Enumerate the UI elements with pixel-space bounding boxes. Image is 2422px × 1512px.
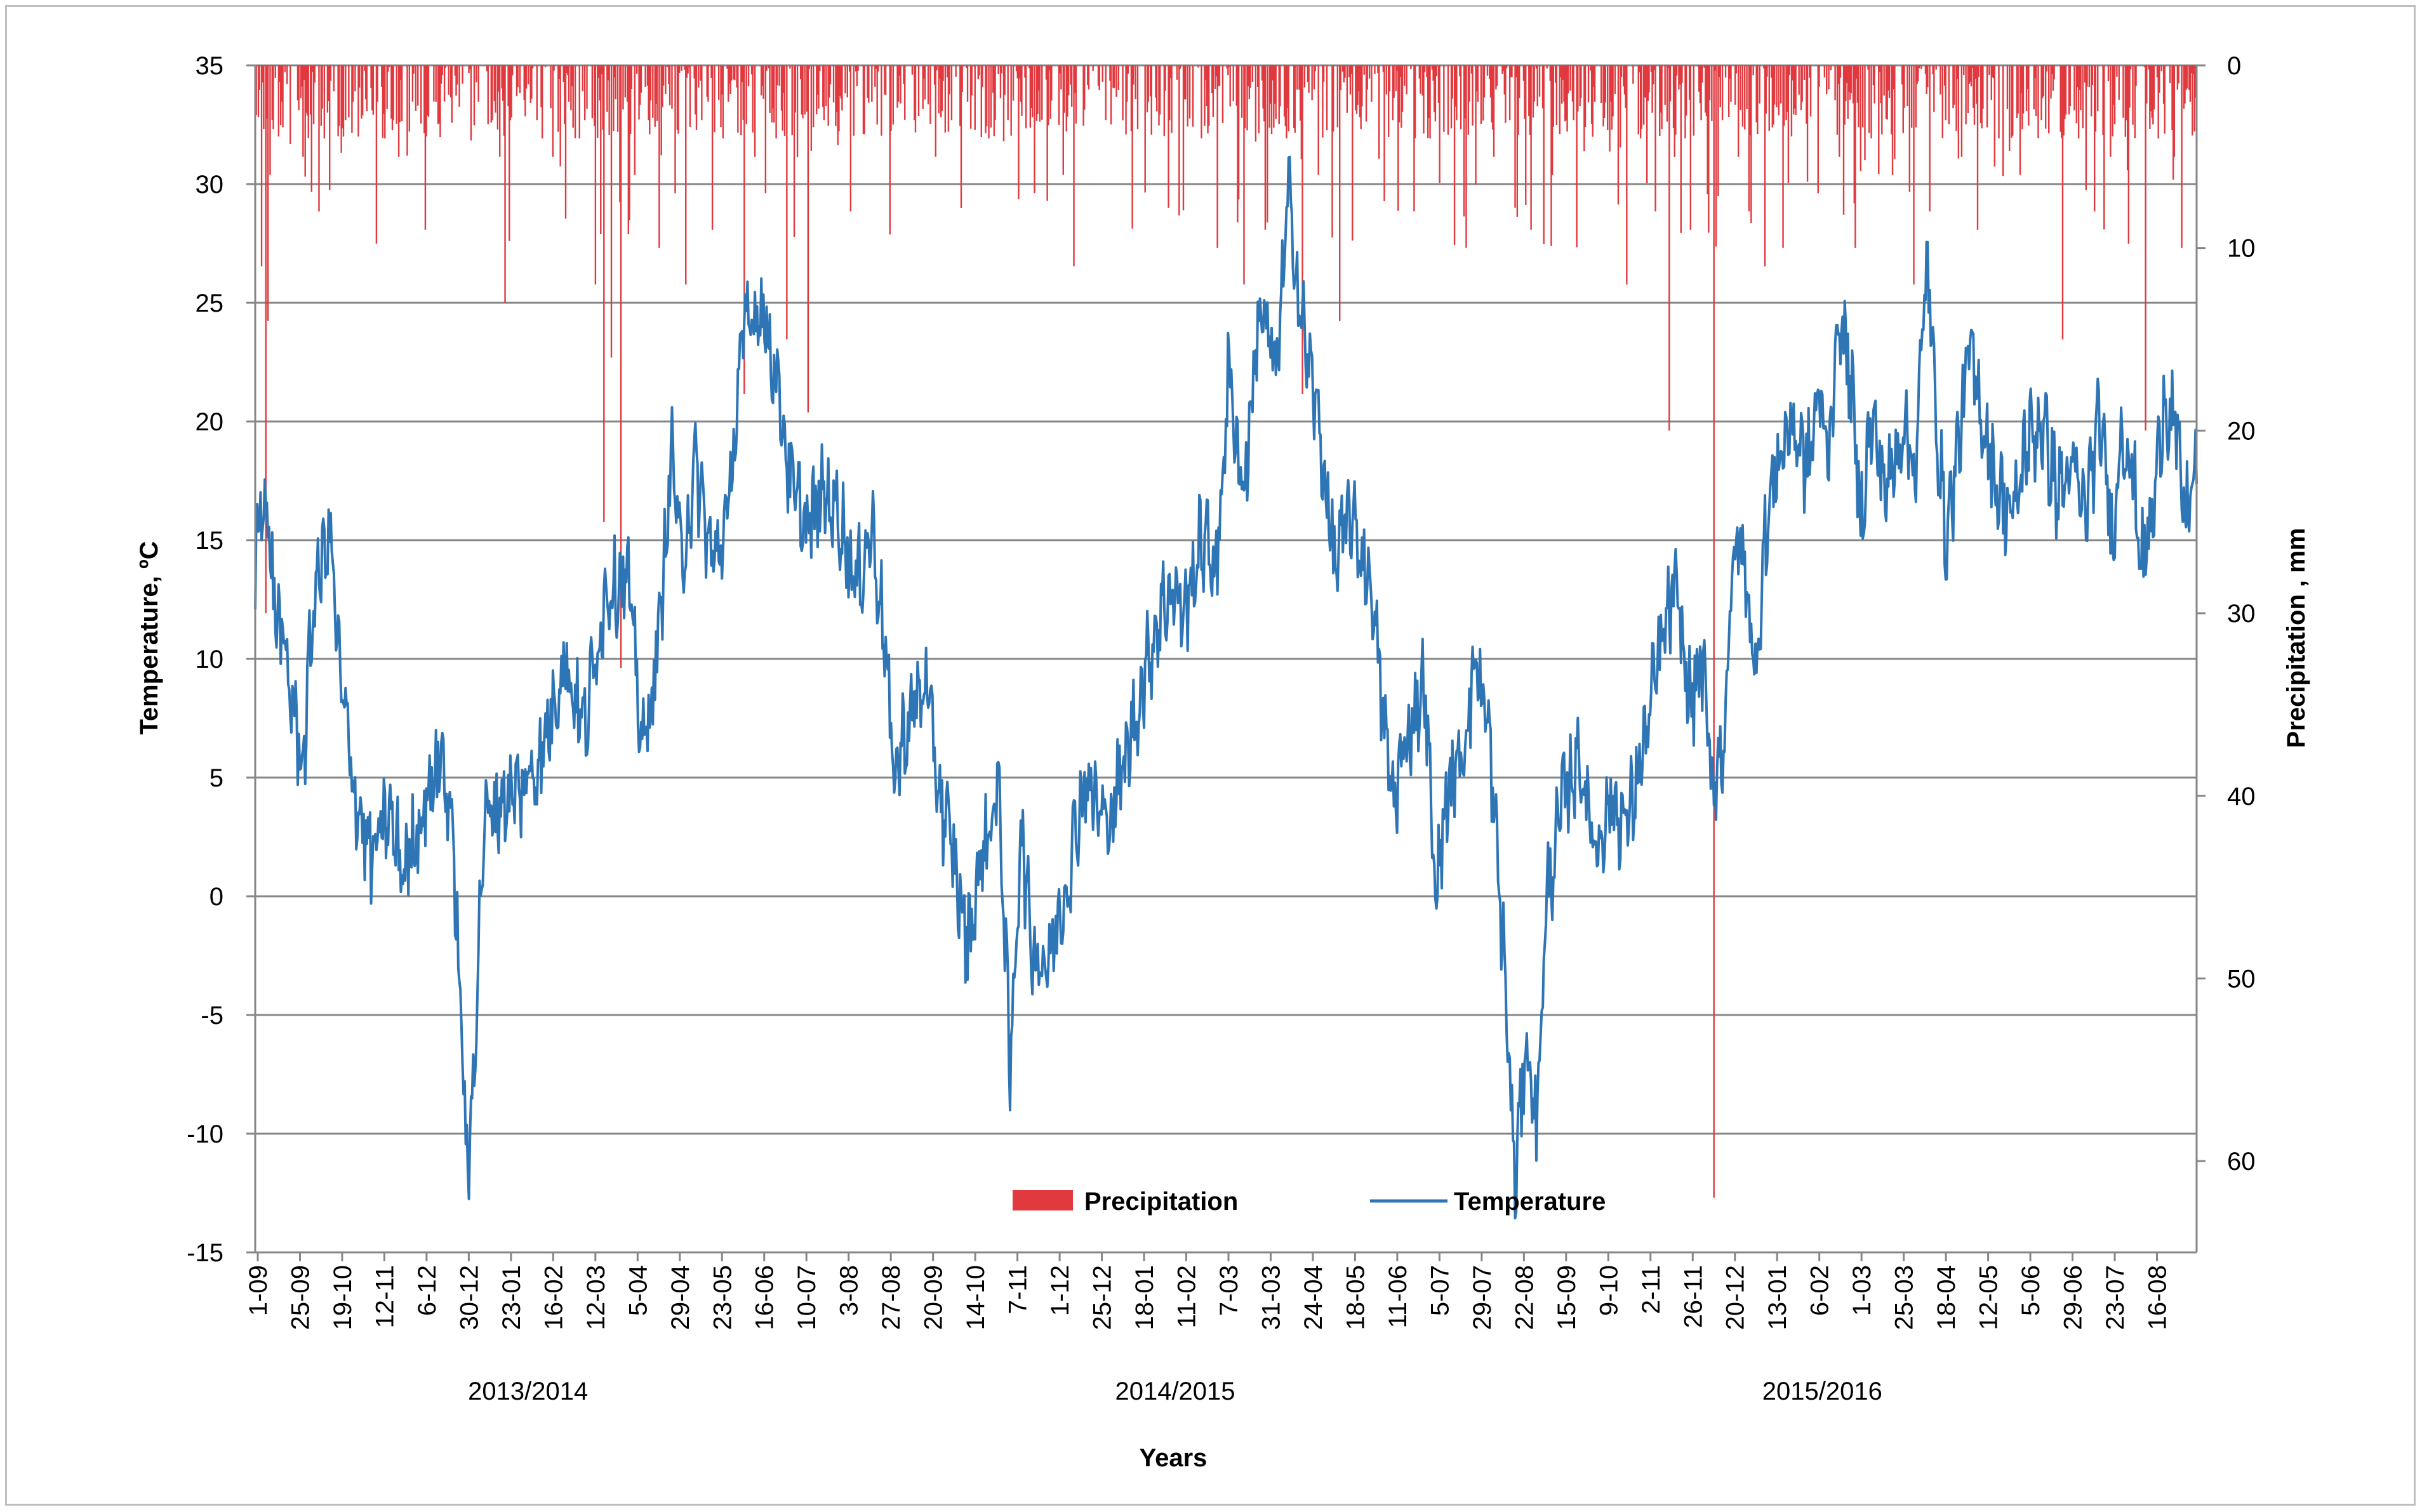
x-tick-label: 25-03 <box>1891 1265 1919 1330</box>
right-tick-label: 40 <box>2227 783 2256 811</box>
x-tick-label: 12-11 <box>371 1265 399 1328</box>
x-tick-label: 16-06 <box>751 1265 779 1330</box>
right-tick-label: 30 <box>2227 600 2256 628</box>
x-tick-label: 20-12 <box>1722 1265 1750 1330</box>
x-tick-label: 25-12 <box>1089 1265 1117 1330</box>
left-tick-label: 30 <box>196 171 224 199</box>
x-tick-label: 2-11 <box>1637 1265 1665 1314</box>
right-axis-ticks: 0 10 20 30 40 50 60 <box>2197 52 2256 1176</box>
right-tick-label: 10 <box>2227 235 2256 263</box>
chart-frame <box>5 5 2416 1506</box>
x-tick-label: 23-05 <box>709 1265 736 1330</box>
right-tick-label: 60 <box>2227 1148 2256 1176</box>
right-tick-label: 20 <box>2227 417 2256 445</box>
temperature-series-line <box>254 156 2198 1220</box>
precipitation-series <box>254 65 2197 1198</box>
x-tick-label: 6-02 <box>1806 1265 1834 1316</box>
x-tick-label: 7-11 <box>1004 1265 1032 1314</box>
x-tick-label: 25-09 <box>286 1265 314 1330</box>
legend-temperature-label: Temperature <box>1454 1188 1606 1216</box>
legend-precipitation-swatch <box>1013 1190 1073 1210</box>
x-tick-label: 20-09 <box>920 1265 948 1330</box>
x-tick-label: 18-04 <box>1933 1265 1960 1330</box>
left-axis-ticks: 35 30 25 20 15 10 5 0 -5 -10 -15 <box>187 52 255 1267</box>
x-tick-label: 30-12 <box>455 1265 483 1330</box>
left-tick-label: 0 <box>210 883 223 911</box>
grid-lines <box>255 64 2197 1254</box>
x-tick-label: 31-03 <box>1257 1265 1285 1330</box>
x-tick-label: 1-12 <box>1046 1265 1074 1316</box>
season-label: 2015/2016 <box>1762 1377 1882 1405</box>
x-tick-label: 26-11 <box>1679 1265 1707 1328</box>
y-axis-title-right: Precipitation , mm <box>2282 528 2310 748</box>
left-tick-label: 25 <box>196 289 224 317</box>
left-tick-label: 15 <box>196 527 224 555</box>
x-tick-label: 1-03 <box>1848 1265 1876 1316</box>
legend: Precipitation Temperature <box>1013 1188 1606 1216</box>
x-tick-label: 18-05 <box>1341 1265 1369 1330</box>
legend-precipitation-label: Precipitation <box>1084 1188 1238 1216</box>
left-tick-label: 5 <box>210 764 223 792</box>
right-tick-label: 0 <box>2227 52 2241 80</box>
season-label: 2013/2014 <box>468 1377 588 1405</box>
x-tick-label: 9-10 <box>1595 1265 1623 1316</box>
x-tick-label: 13-01 <box>1764 1265 1792 1330</box>
x-tick-label: 3-08 <box>835 1265 863 1316</box>
left-tick-label: 35 <box>196 52 224 80</box>
x-tick-label: 1-09 <box>244 1265 272 1316</box>
x-tick-label: 29-04 <box>667 1265 695 1330</box>
x-tick-label: 5-06 <box>2017 1265 2045 1316</box>
x-tick-label: 15-09 <box>1553 1265 1581 1330</box>
x-tick-label: 10-07 <box>793 1265 821 1330</box>
x-tick-label: 7-03 <box>1215 1265 1243 1316</box>
x-axis-title: Years <box>1140 1444 1208 1472</box>
x-tick-label: 5-04 <box>624 1265 652 1316</box>
season-label: 2014/2015 <box>1115 1377 1235 1405</box>
x-tick-label: 18-01 <box>1131 1265 1159 1330</box>
x-tick-label: 12-05 <box>1975 1265 2003 1330</box>
x-tick-label: 29-07 <box>1468 1265 1496 1330</box>
x-tick-label: 16-08 <box>2144 1265 2172 1330</box>
x-tick-label: 24-04 <box>1300 1265 1327 1330</box>
x-tick-label: 29-06 <box>2059 1265 2087 1330</box>
x-tick-label: 27-08 <box>877 1265 905 1330</box>
y-axis-title-left: Temperature, ºC <box>135 541 163 734</box>
x-tick-label: 16-02 <box>540 1265 568 1330</box>
left-tick-label: 20 <box>196 408 224 436</box>
x-tick-label: 23-07 <box>2101 1265 2129 1330</box>
left-tick-label: -10 <box>187 1120 223 1148</box>
left-tick-label: -5 <box>201 1002 223 1030</box>
x-tick-label: 19-10 <box>329 1265 357 1330</box>
x-tick-label: 14-10 <box>962 1265 990 1330</box>
x-tick-label: 22-08 <box>1510 1265 1538 1330</box>
x-tick-label: 11-06 <box>1384 1265 1412 1328</box>
x-tick-label: 5-07 <box>1426 1265 1454 1316</box>
left-tick-label: 10 <box>196 646 224 673</box>
x-tick-label: 12-03 <box>582 1265 610 1330</box>
right-tick-label: 50 <box>2227 965 2256 993</box>
x-tick-label: 6-12 <box>413 1265 441 1316</box>
x-axis-ticks: 1-09 25-09 19-10 12-11 6-12 30-12 23-01 16-02 12… <box>244 1252 2172 1330</box>
x-tick-label: 23-01 <box>498 1265 526 1330</box>
left-tick-label: -15 <box>187 1239 223 1267</box>
season-labels: 2013/2014 2014/2015 2015/2016 <box>468 1377 1882 1405</box>
x-tick-label: 11-02 <box>1173 1265 1201 1328</box>
